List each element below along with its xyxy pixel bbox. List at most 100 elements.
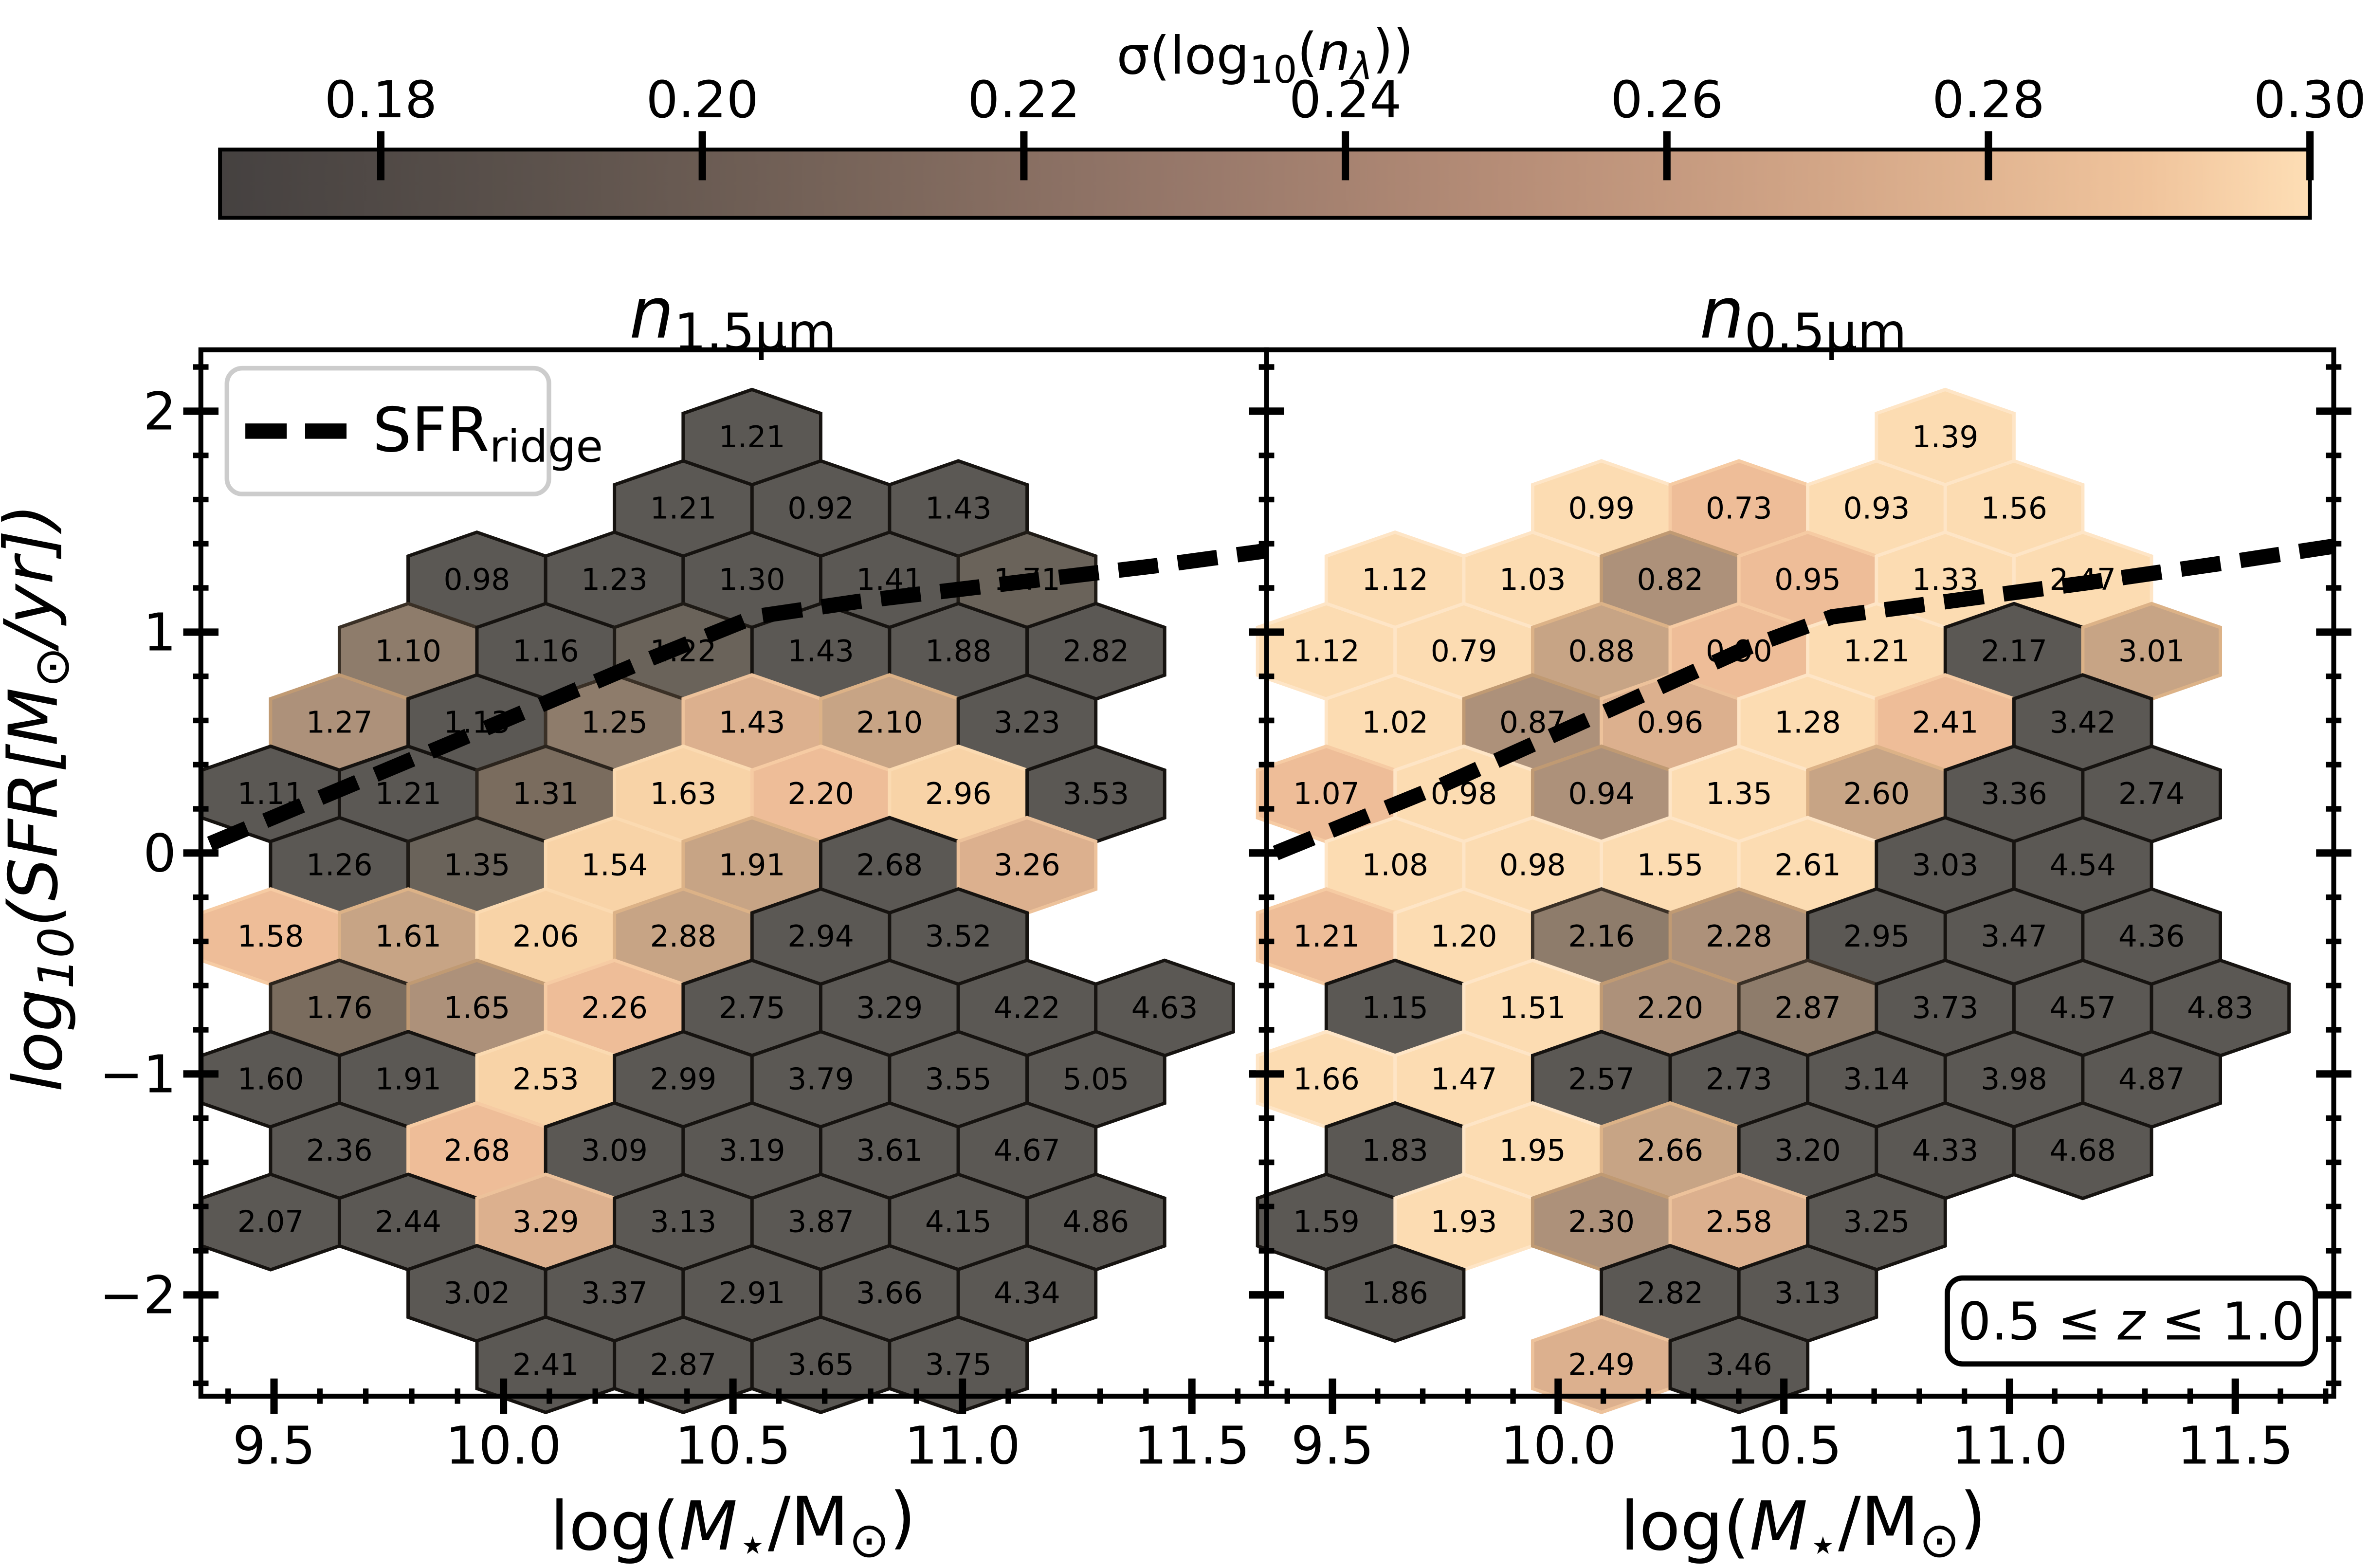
redshift-box-border [1945, 1275, 2318, 1367]
hex-value: 1.63 [650, 777, 717, 811]
hex-value: 3.53 [1063, 777, 1130, 811]
hex-value: 1.58 [237, 919, 304, 954]
hex-value: 2.88 [650, 919, 717, 954]
hex-value: 1.39 [1912, 420, 1979, 455]
hex-value: 3.36 [1981, 777, 2047, 811]
x-tick-label: 9.5 [233, 1416, 315, 1477]
hex-value: 2.16 [1568, 919, 1635, 954]
hex-value: 2.82 [1063, 634, 1130, 669]
hex-value: 2.36 [306, 1133, 373, 1168]
hex-value: 3.14 [1843, 1062, 1910, 1096]
hex-value: 4.86 [1063, 1205, 1130, 1240]
hex-value: 2.87 [650, 1348, 717, 1382]
x-axis-label-left: log(M⋆/M⊙) [550, 1477, 916, 1568]
hex-value: 3.01 [2118, 634, 2185, 669]
hex-value: 3.02 [444, 1276, 510, 1311]
hex-value: 0.88 [1568, 634, 1635, 669]
hex-value: 1.88 [925, 634, 992, 669]
hexbin-layer: 1.211.21 0.92 1.430.98 1.23 1.30 1.41 1.711.10… [200, 387, 1235, 1414]
x-tick-label: 10.5 [675, 1416, 791, 1477]
hex-value: 1.83 [1362, 1133, 1428, 1168]
hex-value: 1.16 [512, 634, 579, 669]
hex-value: 1.10 [375, 634, 441, 669]
x-tick-label: 11.0 [1951, 1416, 2067, 1477]
hex-value: 0.99 [1568, 492, 1635, 526]
hex-value: 1.60 [237, 1062, 304, 1096]
colorbar-title: σ(log10(nλ)) [1116, 19, 1413, 92]
y-tick-label: 1 [143, 603, 176, 663]
hex-bin [1324, 1243, 1466, 1343]
hex-value: 2.73 [1706, 1062, 1772, 1096]
hex-value: 4.68 [2049, 1133, 2116, 1168]
hex-value: 1.02 [1362, 705, 1428, 740]
hex-value: 2.17 [1981, 634, 2047, 669]
hex-value: 3.46 [1706, 1348, 1772, 1382]
hex-bin [1668, 1315, 1810, 1414]
hex-value: 1.86 [1362, 1276, 1428, 1311]
hex-value: 2.58 [1706, 1205, 1772, 1240]
hex-value: 2.82 [1637, 1276, 1703, 1311]
hex-value: 1.07 [1293, 777, 1360, 811]
legend-sfr-ridge: SFRridge [224, 365, 603, 496]
y-tick-label: −1 [99, 1045, 176, 1105]
panel-right: n0.5μm 1.390.99 0.73 0.93 1.561.12 1.03 0.82 0… [1249, 273, 2351, 1477]
hex-value: 5.05 [1063, 1062, 1130, 1096]
hex-value: 2.60 [1843, 777, 1910, 811]
hex-value: 2.87 [1774, 991, 1841, 1025]
hex-value: 3.87 [787, 1205, 854, 1240]
hex-value: 1.26 [306, 848, 373, 883]
hex-value: 1.31 [512, 777, 579, 811]
hex-value: 1.21 [719, 420, 785, 455]
hex-value: 3.19 [719, 1133, 785, 1168]
y-axis-label: log10(SFR[M⊙/yr]) [0, 504, 85, 1092]
hex-value: 3.13 [1774, 1276, 1841, 1311]
hex-value: 3.20 [1774, 1133, 1841, 1168]
hex-value: 2.20 [1637, 991, 1703, 1025]
panel-left: n1.5μm 1.211.21 0.92 1.430.98 1.23 1.30 1.41 1… [99, 273, 1284, 1477]
hex-value: 2.07 [237, 1205, 304, 1240]
hex-value: 2.44 [375, 1205, 441, 1240]
hex-value: 4.54 [2049, 848, 2116, 883]
hex-value: 2.94 [787, 919, 854, 954]
hex-value: 3.26 [994, 848, 1060, 883]
hex-value: 1.21 [1293, 919, 1360, 954]
hex-value: 3.73 [1912, 991, 1979, 1025]
hex-value: 3.42 [2049, 705, 2116, 740]
hex-value: 2.96 [925, 777, 992, 811]
hex-value: 1.30 [719, 563, 785, 597]
hex-value: 1.12 [1362, 563, 1428, 597]
hex-value: 0.93 [1843, 492, 1910, 526]
hex-value: 3.37 [581, 1276, 648, 1311]
hex-value: 1.15 [1362, 991, 1428, 1025]
colorbar-tick-label: 0.26 [1611, 70, 1723, 129]
hex-value: 1.66 [1293, 1062, 1360, 1096]
colorbar: σ(log10(nλ)) 0.18 0.20 0.22 0.24 0.26 0.28 0.3… [218, 19, 2366, 220]
redshift-range-label: 0.5 ≤ z ≤ 1.0 [1958, 1292, 2305, 1352]
hex-value: 1.27 [306, 705, 373, 740]
hex-value: 1.25 [581, 705, 648, 740]
colorbar-bar [218, 147, 2312, 220]
hex-value: 0.96 [1637, 705, 1703, 740]
y-tick-label: 2 [143, 382, 176, 442]
hex-value: 3.29 [856, 991, 923, 1025]
hex-value: 2.95 [1843, 919, 1910, 954]
hex-value: 2.30 [1568, 1205, 1635, 1240]
hex-value: 1.43 [925, 492, 992, 526]
hex-value: 4.34 [994, 1276, 1060, 1311]
hex-value: 3.61 [856, 1133, 923, 1168]
hex-value: 1.93 [1431, 1205, 1497, 1240]
hex-value: 1.21 [375, 777, 441, 811]
hex-value: 2.99 [650, 1062, 717, 1096]
hex-value: 3.66 [856, 1276, 923, 1311]
sfr-ridge-line [207, 543, 1267, 851]
hex-value: 1.28 [1774, 705, 1841, 740]
colorbar-tick-label: 0.18 [325, 70, 437, 129]
x-tick-label: 9.5 [1291, 1416, 1374, 1477]
hex-value: 2.06 [512, 919, 579, 954]
hex-value: 3.52 [925, 919, 992, 954]
hex-value: 2.66 [1637, 1133, 1703, 1168]
hex-value: 4.36 [2118, 919, 2185, 954]
hex-value: 4.22 [994, 991, 1060, 1025]
hex-value: 4.87 [2118, 1062, 2185, 1096]
